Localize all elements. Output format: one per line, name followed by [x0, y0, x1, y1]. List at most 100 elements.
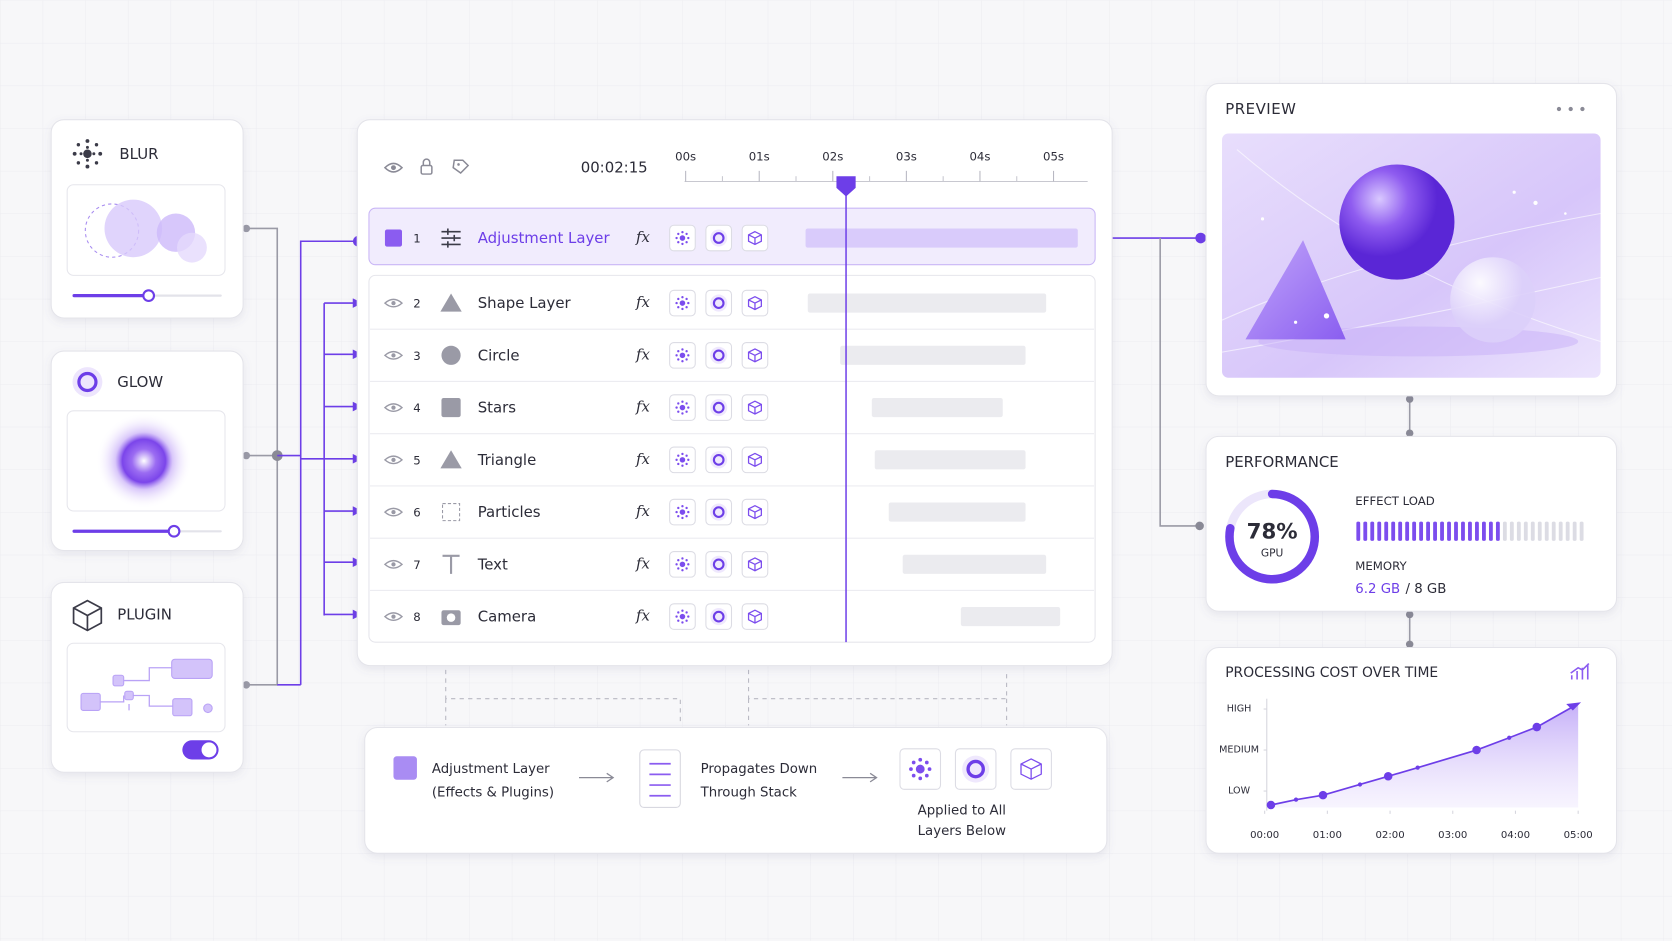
- icon: [710, 555, 728, 573]
- load-segment: [1572, 521, 1577, 541]
- icon: [747, 348, 762, 363]
- load-segment: [1384, 521, 1389, 541]
- icon: [679, 613, 686, 620]
- layer-name: Shape Layer: [478, 294, 572, 312]
- visibility-toggle[interactable]: [383, 455, 404, 465]
- playhead-handle[interactable]: [836, 176, 856, 197]
- visibility-toggle[interactable]: [383, 559, 404, 569]
- load-segment: [1551, 521, 1556, 541]
- layer-icon: [446, 613, 456, 622]
- load-segment: [1412, 521, 1417, 541]
- icon: [681, 400, 684, 403]
- x-tick-label: 00:00: [1250, 830, 1279, 841]
- icon: [909, 767, 913, 771]
- icon: [681, 348, 684, 351]
- icon: [681, 505, 684, 508]
- fx-label: fx: [635, 502, 651, 520]
- icon: [681, 296, 684, 299]
- load-segment: [1502, 521, 1507, 541]
- x-tick-label: 03:00: [1438, 830, 1467, 841]
- icon: [677, 567, 680, 570]
- icon: [747, 230, 762, 246]
- slider-handle[interactable]: [167, 524, 181, 538]
- panel-title: BLUR: [119, 145, 158, 163]
- layer-icon: [441, 503, 461, 522]
- visibility-toggle[interactable]: [383, 403, 404, 413]
- icon: [677, 410, 680, 413]
- layer-name: Stars: [478, 399, 517, 417]
- load-segment: [1558, 521, 1563, 541]
- icon: [677, 515, 680, 518]
- load-segment: [1530, 521, 1535, 541]
- icon: [685, 358, 688, 361]
- gpu-value: 78%: [1247, 519, 1298, 544]
- load-segment: [1433, 521, 1437, 541]
- legend-text: Through Stack: [700, 786, 798, 801]
- icon: [685, 515, 688, 518]
- connectors: [242, 224, 1414, 726]
- icon: [924, 760, 929, 765]
- menu-button[interactable]: [1556, 106, 1585, 112]
- performance-panel: PERFORMANCE 78% GPU EFFECT LOAD MEMORY 6…: [1205, 435, 1618, 612]
- load-segment: [1523, 521, 1528, 541]
- load-segment: [1482, 521, 1486, 541]
- icon: [677, 358, 680, 361]
- layer-icon: [440, 450, 462, 469]
- icon: [679, 404, 686, 411]
- x-tick-label: 04:00: [1501, 830, 1530, 841]
- load-segment: [1405, 521, 1410, 541]
- icon: [687, 563, 690, 566]
- icon: [685, 297, 688, 301]
- icon: [681, 242, 684, 246]
- icon: [675, 458, 678, 462]
- icon: [677, 232, 680, 236]
- panel-title: PLUGIN: [117, 606, 172, 624]
- icon: [685, 559, 688, 562]
- ruler-label: 03s: [896, 150, 917, 164]
- icon: [687, 458, 690, 462]
- visibility-toggle[interactable]: [383, 350, 404, 360]
- icon: [685, 241, 688, 244]
- icon: [677, 241, 680, 244]
- visibility-toggle[interactable]: [383, 612, 404, 622]
- icon: [677, 611, 680, 614]
- preview-panel: PREVIEW: [1205, 82, 1618, 397]
- load-segment: [1377, 521, 1382, 541]
- panel-title: PREVIEW: [1225, 100, 1296, 118]
- icon: [685, 350, 688, 353]
- icon: [710, 399, 728, 417]
- icon: [679, 457, 686, 463]
- icon: [679, 300, 686, 306]
- layer-icon: [440, 293, 462, 312]
- icon: [747, 504, 762, 520]
- point: [1532, 722, 1542, 732]
- icon: [712, 558, 725, 571]
- slider-fill: [72, 294, 149, 298]
- x-tick-label: 01:00: [1313, 830, 1342, 841]
- slider-handle[interactable]: [142, 289, 156, 303]
- load-segment: [1516, 521, 1521, 541]
- icon: [685, 567, 688, 570]
- icon: [911, 760, 916, 765]
- visibility-toggle[interactable]: [383, 298, 404, 308]
- x-tick-label: 02:00: [1375, 830, 1404, 841]
- icon: [747, 295, 762, 311]
- icon: [391, 300, 396, 306]
- legend-text: Propagates Down: [701, 762, 818, 777]
- icon: [687, 615, 690, 618]
- load-segment: [1579, 521, 1584, 541]
- ruler-label: 05s: [1043, 150, 1064, 164]
- icon: [712, 610, 725, 623]
- icon: [918, 757, 923, 762]
- icon: [1020, 758, 1042, 780]
- visibility-toggle[interactable]: [383, 507, 404, 517]
- ruler-label: 04s: [969, 150, 990, 164]
- load-segment: [1454, 521, 1458, 541]
- load-segment: [1447, 521, 1451, 541]
- icon: [687, 354, 690, 357]
- layer-icon: [441, 397, 461, 418]
- layer-index: 2: [413, 297, 420, 311]
- line: [1270, 702, 1579, 806]
- icon: [927, 767, 932, 771]
